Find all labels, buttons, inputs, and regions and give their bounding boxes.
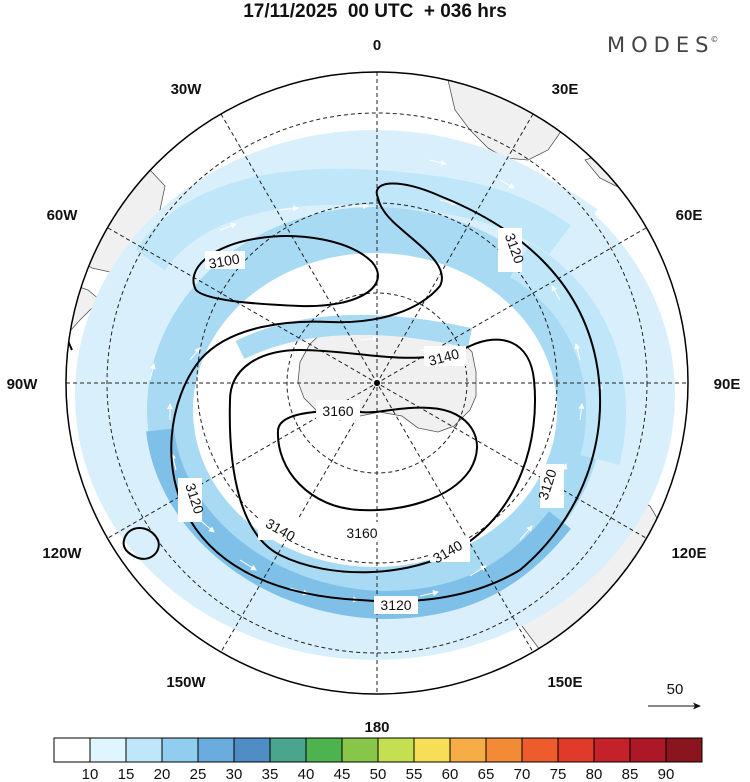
colorbar-swatch	[305, 737, 343, 763]
lon-label: 0	[373, 37, 381, 54]
colorbar-swatch	[485, 737, 523, 763]
colorbar-swatch	[233, 737, 271, 763]
brand-logo: MODES©	[607, 33, 722, 57]
colorbar-swatch	[161, 737, 199, 763]
colorbar-swatch	[89, 737, 127, 763]
colorbar-tick-label: 60	[442, 766, 459, 782]
colorbar-swatch	[665, 737, 703, 763]
colorbar-tick-label: 20	[154, 766, 171, 782]
wind-streak-east	[509, 242, 627, 465]
brand-text: MODES	[607, 33, 715, 57]
colorbar-tick-label: 70	[514, 766, 531, 782]
contour-3100	[192, 235, 379, 308]
lon-label: 90E	[714, 376, 741, 393]
colorbar-swatch	[53, 737, 91, 763]
colorbar-tick-label: 75	[550, 766, 567, 782]
brand-mark: ©	[710, 35, 719, 44]
title-run: 00 UTC	[347, 1, 414, 22]
lon-label: 60E	[676, 207, 703, 224]
title-lead: + 036 hrs	[423, 1, 507, 22]
longitude-labels: 0 30E 60E 90E 120E 150E 180 150W 120W 90…	[7, 37, 741, 736]
colorbar-swatch	[269, 737, 307, 763]
wind-jet-inner	[235, 314, 473, 359]
contour-label: 3160	[346, 525, 377, 541]
colorbar-swatch	[377, 737, 415, 763]
colorbar: 10 15 20 25 30 35 40 45 50 55 60 65 70 75 80 85 90	[53, 737, 703, 782]
title-date: 17/11/2025	[243, 1, 338, 22]
lon-label: 180	[364, 719, 389, 736]
map-disc: 3100 3120 3120 3140 3160 3120 3140 3160 …	[66, 72, 688, 694]
lon-label: 150E	[547, 674, 582, 691]
lon-label: 150W	[166, 674, 206, 691]
lon-label: 90W	[7, 376, 39, 393]
wind-jet-north	[135, 168, 571, 272]
colorbar-swatch	[125, 737, 163, 763]
contour-3120	[170, 182, 602, 603]
contour-label: 3120	[380, 597, 411, 613]
colorbar-tick-label: 25	[190, 766, 207, 782]
lon-label: 120E	[671, 545, 706, 562]
colorbar-tick-label: 55	[406, 766, 423, 782]
colorbar-swatch	[557, 737, 595, 763]
lon-label: 120W	[42, 545, 82, 562]
colorbar-tick-label: 35	[262, 766, 279, 782]
colorbar-tick-label: 50	[370, 766, 387, 782]
colorbar-tick-label: 10	[82, 766, 99, 782]
colorbar-tick-label: 15	[118, 766, 135, 782]
colorbar-swatch	[521, 737, 559, 763]
colorbar-tick-label: 40	[298, 766, 315, 782]
contour-label: 3140	[427, 345, 461, 369]
contour-west-loop	[122, 527, 160, 560]
contour-3140	[228, 338, 536, 574]
lon-label: 60W	[47, 207, 79, 224]
contour-label: 3100	[207, 250, 241, 271]
contour-label: 3160	[322, 403, 353, 419]
lon-label: 30E	[552, 81, 579, 98]
colorbar-swatch	[593, 737, 631, 763]
reference-vector-label: 50	[667, 681, 684, 698]
land-south-america-west	[66, 279, 101, 361]
map-title: 17/11/2025 00 UTC + 036 hrs	[0, 1, 750, 23]
colorbar-tick-label: 90	[658, 766, 675, 782]
colorbar-tick-label: 80	[586, 766, 603, 782]
wind-streak-ne	[389, 137, 598, 231]
colorbar-tick-label: 45	[334, 766, 351, 782]
contour-label-backgrounds	[178, 228, 564, 614]
colorbar-swatch	[629, 737, 667, 763]
reference-vector: 50	[648, 681, 701, 710]
colorbar-tick-label: 85	[622, 766, 639, 782]
colorbar-swatch	[197, 737, 235, 763]
colorbar-swatch	[413, 737, 451, 763]
map-boundary	[65, 71, 689, 695]
colorbar-swatch	[341, 737, 379, 763]
colorbar-swatch	[449, 737, 487, 763]
colorbar-tick-label: 65	[478, 766, 495, 782]
south-pole-marker	[374, 380, 380, 386]
colorbar-tick-label: 30	[226, 766, 243, 782]
lon-label: 30W	[171, 81, 203, 98]
